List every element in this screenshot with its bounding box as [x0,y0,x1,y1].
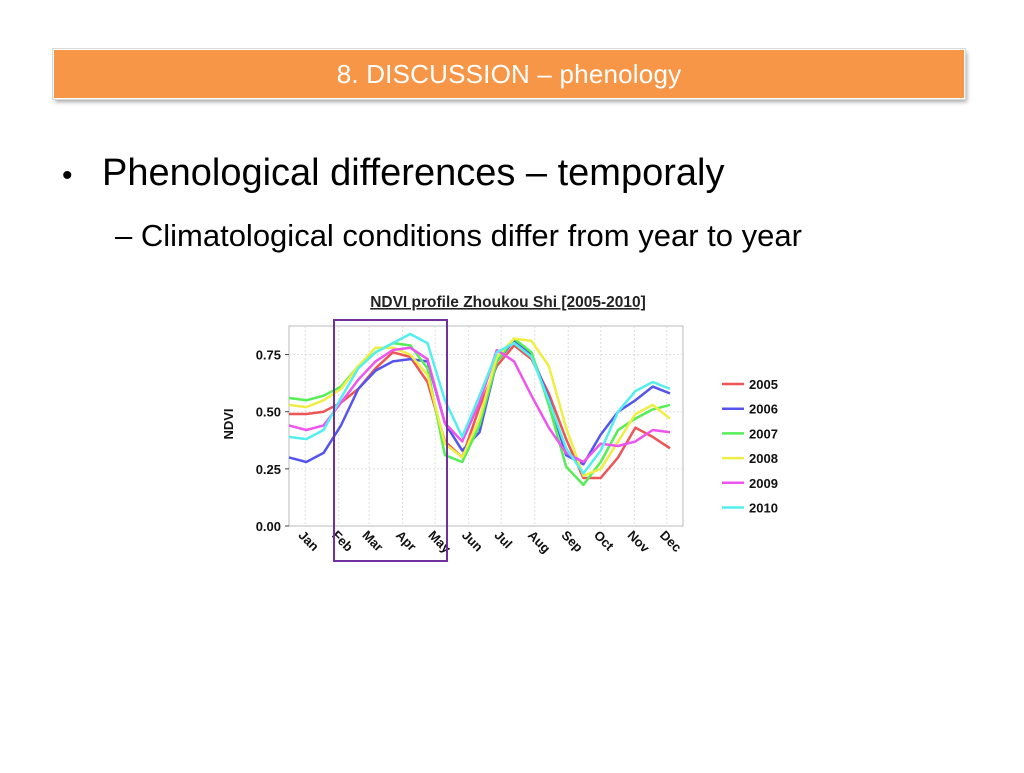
y-axis-label: NDVI [221,408,236,439]
bullet-sub: – Climatological conditions differ from … [115,218,802,253]
legend-label-2009: 2009 [749,476,778,491]
y-tick-label: 0.75 [256,348,281,363]
series-line-2009 [288,346,671,464]
legend-label-2008: 2008 [749,451,778,466]
x-tick-label: Nov [625,528,654,557]
series-line-2005 [289,344,671,480]
x-tick-label: Jul [491,528,515,552]
x-tick-label: May [425,528,454,557]
bullet-main: • Phenological differences – temporaly [62,152,724,195]
x-tick-label: Jun [459,528,486,555]
bullet-dot-icon: • [62,159,73,192]
bullet-main-text: Phenological differences – temporaly [102,152,725,194]
chart-title: NDVI profile Zhoukou Shi [2005-2010] [370,294,646,311]
highlight-box-1-4 [333,319,448,562]
slide-title-bar: 8. DISCUSSION – phenology [53,49,965,99]
legend-label-2006: 2006 [749,402,778,417]
series-line-2010 [288,332,671,475]
slide-title: 8. DISCUSSION – phenology [336,58,682,89]
x-tick-label: Dec [657,528,684,555]
y-tick-label: 0.00 [256,519,281,534]
legend-label-2005: 2005 [749,377,778,392]
y-tick-label: 0.25 [256,462,281,477]
series-line-2006 [288,339,671,466]
plot-area [288,325,684,527]
x-tick-label: Mar [359,528,386,555]
x-tick-label: Aug [525,528,554,557]
legend-label-2007: 2007 [749,426,778,441]
x-tick-label: Oct [591,528,617,554]
x-tick-label: Jan [296,528,322,554]
x-tick-label: Apr [393,528,419,554]
series-line-2008 [288,337,671,477]
x-tick-label: Sep [559,528,587,556]
y-tick-label: 0.50 [256,405,281,420]
legend-label-2010: 2010 [749,501,778,516]
